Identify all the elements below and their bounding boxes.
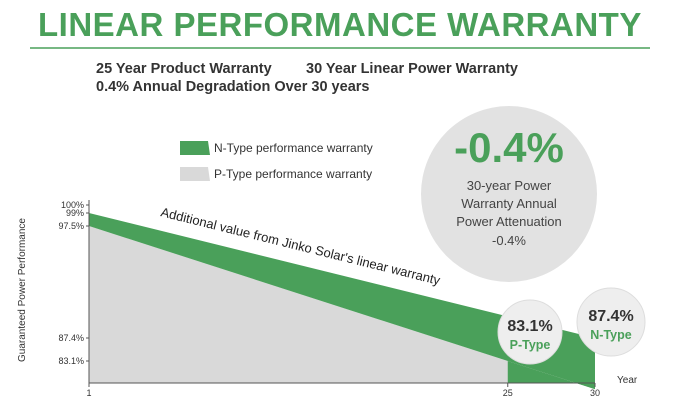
x-tick-label: 25 — [503, 388, 513, 398]
y-axis-label: Guaranteed Power Performance — [17, 218, 28, 362]
x-tick-label: 1 — [86, 388, 91, 398]
n-type-end-value: 87.4% — [588, 308, 633, 325]
y-tick-label: 97.5% — [58, 221, 84, 231]
x-axis-label: Year — [617, 375, 638, 386]
y-tick-label: 83.1% — [58, 356, 84, 366]
p-type-end-bubble — [497, 299, 563, 365]
callout-circle — [421, 106, 597, 282]
power-warranty-text: 30 Year Linear Power Warranty — [306, 61, 518, 77]
page-title: LINEAR PERFORMANCE WARRANTY — [38, 6, 642, 43]
y-tick-label: 99% — [66, 208, 84, 218]
legend-n-type-label: N-Type performance warranty — [214, 141, 373, 155]
callout-line4: -0.4% — [492, 233, 526, 248]
n-type-end-label: N-Type — [590, 328, 631, 342]
legend-p-type-label: P-Type performance warranty — [214, 167, 373, 181]
x-tick-label: 30 — [590, 388, 600, 398]
n-type-band — [89, 213, 595, 390]
legend-n-type-swatch — [180, 141, 210, 155]
degradation-text: 0.4% Annual Degradation Over 30 years — [96, 79, 370, 95]
n-type-end-bubble — [576, 287, 646, 357]
title-underline — [30, 47, 650, 49]
callout-line1: 30-year Power — [467, 178, 552, 193]
p-type-end-label: P-Type — [510, 338, 551, 352]
callout-line3: Power Attenuation — [456, 214, 562, 229]
callout-line2: Warranty Annual — [461, 196, 557, 211]
product-warranty-text: 25 Year Product Warranty — [96, 61, 272, 77]
legend-p-type-swatch — [180, 167, 210, 181]
n-type-tail — [507, 361, 595, 390]
y-tick-label: 87.4% — [58, 333, 84, 343]
callout-value: -0.4% — [454, 124, 564, 171]
p-type-end-value: 83.1% — [507, 318, 552, 335]
y-tick-label: 100% — [61, 200, 84, 210]
